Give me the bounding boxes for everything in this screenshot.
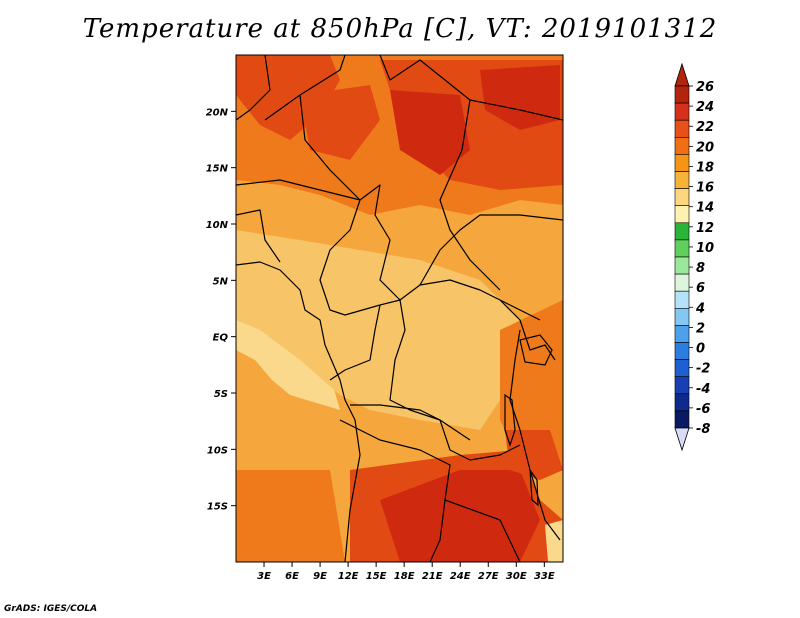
colorbar-segment [674,376,690,395]
x-tick-label: 27E [478,571,499,582]
colorbar-label: 20 [696,140,714,155]
x-tick-label: 3E [257,571,271,582]
colorbar-bottom-cap [674,427,690,452]
colorbar-segment [674,137,690,155]
colorbar-segment [674,205,690,224]
colorbar-segment [674,102,690,121]
east-coast-cool [545,520,563,562]
y-tick-label: 20N [206,107,229,118]
colorbar-label: 6 [696,281,705,296]
border-line [419,214,563,286]
northeast-hot [480,65,560,130]
colorbar-label: 0 [696,342,705,357]
colorbar-label: 10 [696,241,714,256]
border-line [379,55,501,291]
colorbar-segment [674,342,690,360]
y-tick-label: 10N [206,220,229,231]
colorbar-label: 18 [696,160,714,175]
border-line [329,304,381,381]
grads-credit: GrADS: IGES/COLA [4,604,98,614]
colorbar-top-cap [674,62,690,87]
x-tick-label: 33E [534,571,555,582]
colorbar-segment [674,393,690,412]
border-line [264,55,346,121]
colorbar-segment [674,222,690,241]
border-line [299,94,361,201]
angola-coast-22 [236,470,345,562]
colorbar-label: 14 [696,201,714,216]
central-chad-hot [300,85,380,160]
colorbar-segment [674,171,690,189]
country-borders [236,55,563,562]
border-line [339,419,451,562]
colorbar-label: -8 [696,422,710,437]
border-line [499,299,556,361]
border-line [350,404,521,461]
x-tick-label: 12E [338,571,359,582]
border-line [319,199,381,316]
sudan-core-hot [390,90,470,175]
border-line [236,209,281,263]
x-axis: 3E 6E 9E 12E 15E 18E 21E 24E 27E 30E 33E [257,562,555,582]
colorbar-segment [674,239,690,258]
lake-victoria-outline [519,334,553,366]
colorbar-label: 22 [696,120,714,135]
colorbar-label: -6 [696,402,710,417]
colorbar-segment [674,359,690,378]
tanzania-east-22 [500,300,563,470]
colorbar-label: 2 [696,321,705,336]
x-tick-label: 24E [450,571,471,582]
colorbar-label: 4 [695,301,705,316]
colorbar-segment [674,290,690,309]
zambia-core-26 [380,470,540,562]
border-line [236,55,271,121]
colorbar-label: -4 [696,382,710,397]
y-tick-label: EQ [213,333,229,344]
y-axis: 20N 15N 10N 5N EQ 5S 10S 15S [206,107,236,513]
border-line [444,499,521,562]
temperature-field [236,55,563,562]
colorbar-label: -2 [696,362,710,377]
colorbar-segment [674,307,690,326]
colorbar-segment [674,325,690,343]
lake-tanganyika-outline [504,393,516,447]
y-tick-label: 5S [214,389,228,400]
x-tick-label: 18E [394,571,415,582]
y-tick-label: 10S [207,445,228,456]
colorbar-segment [674,256,690,275]
map-frame [235,54,564,563]
x-tick-label: 21E [422,571,443,582]
y-tick-label: 15N [206,164,229,175]
colorbar-segment [674,119,690,138]
x-tick-label: 30E [506,571,527,582]
colorbar-label: 16 [696,181,714,196]
border-line [469,99,563,121]
colorbar-label: 8 [696,261,705,276]
border-line [379,279,541,321]
colorbar-label: 26 [696,80,714,95]
colorbar-segment [674,188,690,207]
south-atlantic-20 [236,350,345,480]
x-tick-label: 9E [313,571,327,582]
colorbar-segment [674,154,690,172]
border-line [509,329,561,541]
x-tick-label: 6E [285,571,299,582]
lake-malawi-outline [529,467,539,507]
colorbar-label: 24 [696,100,714,115]
colorbar-label: 12 [696,221,714,236]
colorbar-segment [674,273,690,292]
colorbar-segment [674,85,690,104]
y-tick-label: 5N [213,276,229,287]
border-line [236,179,401,301]
mozambique-hot [505,430,563,480]
y-tick-label: 15S [207,502,228,513]
colorbar-segment [674,410,690,429]
chart-title: Temperature at 850hPa [C], VT: 201910131… [82,14,718,44]
x-tick-label: 15E [366,571,387,582]
border-line [236,261,361,562]
